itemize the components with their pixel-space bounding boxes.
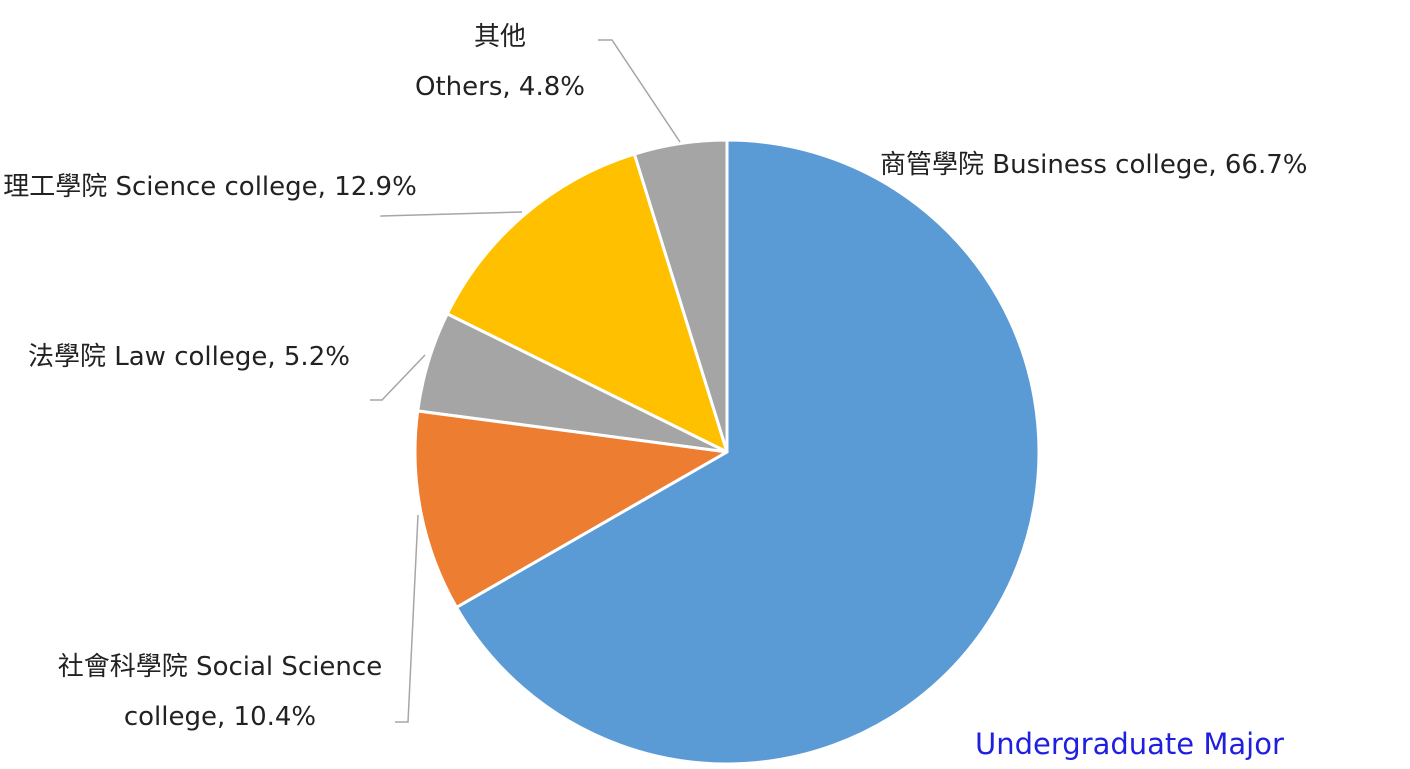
chart-title: Undergraduate Major [975,727,1284,761]
label-text: 其他 Others [415,22,526,102]
leader-line [370,354,426,401]
label-text: 10.4% [233,702,317,732]
data-label: 其他 Others4.8% [390,12,610,112]
data-label: 理工學院 Science college12.9% [0,162,420,212]
label-text: 12.9% [334,172,417,202]
leader-line [379,211,523,217]
label-text: 法學院 Law college [28,342,284,372]
label-text: 社會科學院 Social Science college [58,652,382,732]
pie-slice [454,138,1041,766]
label-text: 66.7% [1224,150,1308,180]
pie-slice [413,409,732,610]
leader-line [598,39,681,143]
data-label: 法學院 Law college5.2% [28,332,448,382]
data-label: 社會科學院 Social Science college10.4% [10,642,430,742]
data-label: 商管學院 Business college66.7% [880,140,1400,190]
leader-line [395,514,419,723]
label-text: 理工學院 Science college [3,172,334,202]
pie-slice [445,152,730,455]
label-text: 4.8% [518,72,585,102]
label-text: 5.2% [283,342,350,372]
label-text: 商管學院 Business college [880,150,1225,180]
